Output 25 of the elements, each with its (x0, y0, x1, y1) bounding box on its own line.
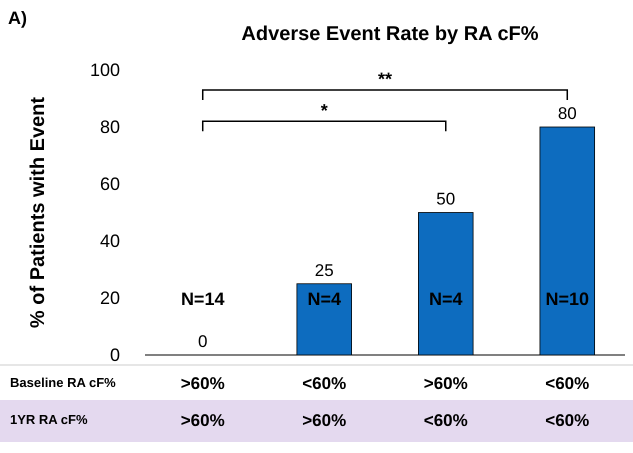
x-tick-label: >60% >60% (180, 374, 225, 430)
x-tick-label: >60% <60% (424, 374, 468, 430)
data-label: 50 (436, 190, 456, 208)
y-tick-label: 80 (100, 117, 120, 137)
annotation: N=4 (428, 289, 463, 309)
annotation: N=4 (307, 289, 342, 309)
annotation: * (320, 100, 328, 120)
data-label: 25 (314, 260, 334, 280)
text: Baseline RA cF% (10, 375, 116, 390)
y-tick-label: 0 (110, 345, 120, 365)
x-tick-label: <60% <60% (545, 374, 590, 430)
annotation: N=10 (546, 289, 590, 309)
data-label: 0 (198, 332, 208, 351)
annotation: N=14 (180, 289, 224, 309)
text: 1YR RA cF% (10, 412, 88, 427)
y-tick-label: 20 (100, 288, 120, 308)
data-label: 80 (558, 104, 577, 123)
y-tick-label: 40 (100, 231, 120, 251)
y-tick-label: 100 (90, 60, 120, 80)
y-axis-title: % of Patients with Event (27, 96, 49, 328)
x-tick-label: <60% >60% (302, 374, 346, 430)
text: A) (8, 8, 27, 28)
annotation: ** (378, 68, 392, 89)
y-tick-label: 60 (100, 174, 120, 194)
chart-title: Adverse Event Rate by RA cF% (241, 23, 539, 45)
